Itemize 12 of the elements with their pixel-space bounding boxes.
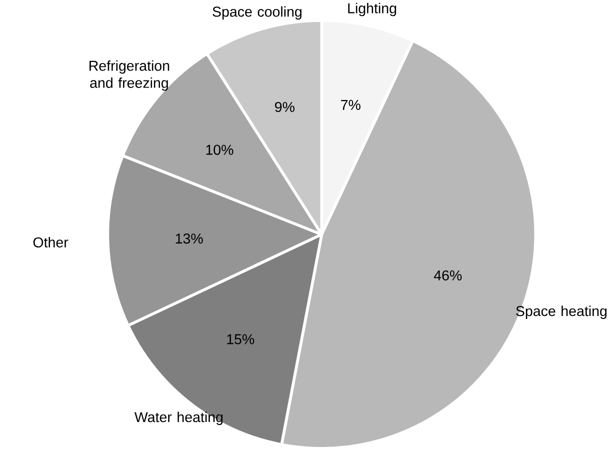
slice-label: Refrigeration and freezing	[90, 60, 170, 91]
slice-label: Space cooling	[212, 6, 302, 20]
data-label: 46%	[434, 270, 462, 281]
data-label: 7%	[341, 100, 360, 110]
data-label: 9%	[275, 102, 294, 112]
slice-label: Lighting	[348, 2, 396, 16]
data-label: 13%	[176, 234, 203, 244]
slice-label: Other	[33, 237, 68, 248]
data-label: 15%	[227, 334, 254, 344]
data-label: 10%	[206, 144, 234, 155]
slice-label: Space heating	[516, 306, 607, 320]
slice-label: Water heating	[134, 412, 223, 426]
